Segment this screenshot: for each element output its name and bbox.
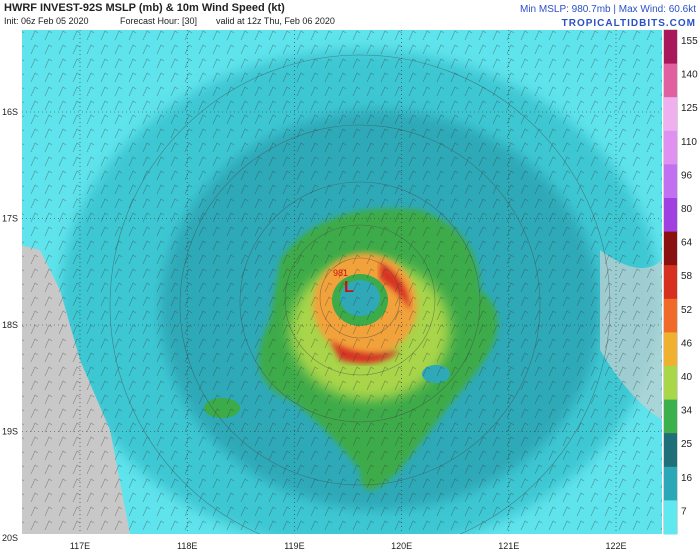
- colorbar-swatch: [664, 130, 677, 165]
- lat-label: 19S: [2, 427, 18, 437]
- stats: Min MSLP: 980.7mb | Max Wind: 60.6kt: [520, 4, 696, 15]
- lon-label: 120E: [391, 541, 412, 551]
- colorbar-label: 16: [681, 473, 693, 484]
- colorbar-label: 110: [681, 137, 697, 148]
- title: HWRF INVEST-92S MSLP (mb) & 10m Wind Spe…: [4, 2, 285, 14]
- colorbar-swatch: [664, 97, 677, 132]
- colorbar-label: 155: [681, 36, 698, 47]
- colorbar-swatch: [664, 30, 677, 65]
- colorbar-label: 40: [681, 372, 693, 383]
- colorbar-label: 7: [681, 506, 687, 517]
- lat-label: 16S: [2, 107, 18, 117]
- lon-label: 121E: [498, 541, 519, 551]
- colorbar-swatch: [664, 332, 677, 367]
- lat-label: 17S: [2, 214, 18, 224]
- colorbar-swatch: [664, 164, 677, 199]
- colorbar-swatch: [664, 500, 677, 535]
- colorbar-swatch: [664, 63, 677, 98]
- colorbar-label: 140: [681, 70, 698, 81]
- low-marker: L: [344, 279, 354, 296]
- low-pressure: 981: [333, 268, 348, 278]
- colorbar-label: 46: [681, 338, 693, 349]
- colorbar-label: 96: [681, 170, 693, 181]
- lon-label: 122E: [605, 541, 626, 551]
- init: Init: 06z Feb 05 2020: [4, 16, 89, 26]
- colorbar-swatch: [664, 399, 677, 434]
- lat-label: 18S: [2, 320, 18, 330]
- colorbar-swatch: [664, 366, 677, 401]
- colorbar-swatch: [664, 433, 677, 468]
- colorbar-label: 125: [681, 103, 698, 114]
- colorbar-label: 64: [681, 238, 693, 249]
- lon-label: 119E: [284, 541, 304, 551]
- colorbar-swatch: [664, 298, 677, 333]
- valid-time: valid at 12z Thu, Feb 06 2020: [216, 16, 335, 26]
- forecast-hour: Forecast Hour: [30]: [120, 16, 197, 26]
- lon-label: 117E: [70, 541, 90, 551]
- colorbar-label: 25: [681, 439, 693, 450]
- colorbar-swatch: [664, 198, 677, 233]
- colorbar-swatch: [664, 265, 677, 300]
- map-area: [22, 30, 662, 534]
- colorbar-label: 34: [681, 406, 693, 417]
- credit: TROPICALTIDBITS.COM: [562, 18, 696, 29]
- colorbar-label: 80: [681, 204, 693, 215]
- colorbar-label: 52: [681, 305, 693, 316]
- lat-label: 20S: [2, 533, 18, 543]
- colorbar-swatch: [664, 466, 677, 501]
- colorbar-label: 58: [681, 271, 693, 282]
- colorbar-swatch: [664, 231, 677, 266]
- lon-label: 118E: [177, 541, 197, 551]
